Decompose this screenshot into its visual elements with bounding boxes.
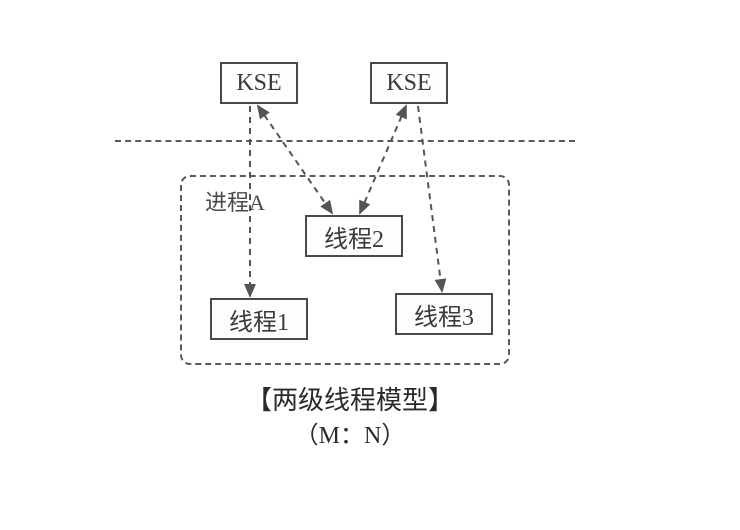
caption-text-1: 【两级线程模型】 xyxy=(246,386,454,415)
caption-line-1: 【两级线程模型】 xyxy=(200,380,500,417)
kernel-user-divider xyxy=(115,140,575,142)
thread-box-3: 线程3 xyxy=(395,293,493,335)
kse-label-1: KSE xyxy=(236,70,281,97)
thread-label-1: 线程1 xyxy=(229,302,289,337)
diagram-canvas: KSE KSE 进程A 线程2 线程1 线程3 【两级线程模型】 （M：N） xyxy=(0,0,740,530)
thread-label-3: 线程3 xyxy=(414,297,474,332)
caption-text-2: （M：N） xyxy=(295,423,406,449)
kse-box-2: KSE xyxy=(370,62,448,104)
thread-label-2: 线程2 xyxy=(324,219,384,254)
thread-box-1: 线程1 xyxy=(210,298,308,340)
caption-line-2: （M：N） xyxy=(200,415,500,450)
thread-box-2: 线程2 xyxy=(305,215,403,257)
kse-box-1: KSE xyxy=(220,62,298,104)
process-a-label: 进程A xyxy=(205,185,265,217)
kse-label-2: KSE xyxy=(386,70,431,97)
process-a-label-text: 进程A xyxy=(205,190,265,215)
